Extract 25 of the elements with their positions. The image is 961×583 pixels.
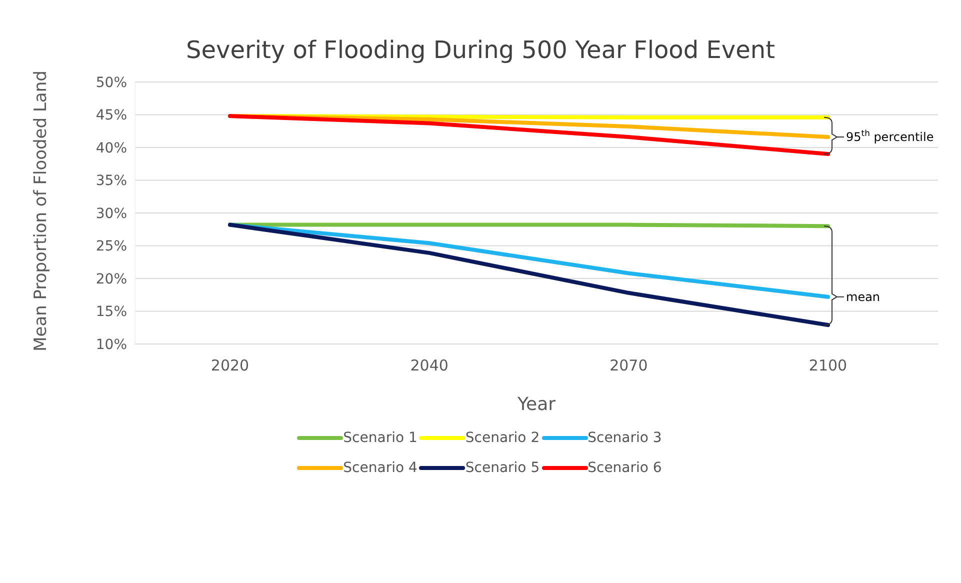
y-tick-label: 30% xyxy=(96,206,127,222)
y-tick-label: 45% xyxy=(96,108,127,124)
annotation: 95$^{th}$ percentile xyxy=(846,128,934,144)
y-tick-label: 40% xyxy=(96,140,127,156)
legend-label: Scenario 2 xyxy=(465,430,540,446)
y-tick-label: 35% xyxy=(96,173,127,190)
x-tick-label: 2070 xyxy=(610,356,648,375)
y-tick-label: 50% xyxy=(96,74,127,91)
legend-label: Scenario 5 xyxy=(465,460,540,476)
legend-label: Scenario 3 xyxy=(588,430,662,446)
line-series xyxy=(228,222,830,328)
x-axis-title: Year xyxy=(516,394,556,415)
y-axis-title: Mean Proportion of Flooded Land xyxy=(31,70,52,352)
y-tick-label: 15% xyxy=(96,304,127,320)
y-tick-label: 10% xyxy=(96,336,127,353)
legend-label: Scenario 4 xyxy=(343,460,418,476)
y-tick-label: 25% xyxy=(96,238,127,255)
y-tick-label: 20% xyxy=(96,271,127,288)
legend-label: Scenario 6 xyxy=(588,460,662,476)
x-tick-label: 2100 xyxy=(808,356,848,375)
annotation: mean xyxy=(846,290,880,304)
legend-label: Scenario 1 xyxy=(343,430,418,446)
x-tick-label: 2040 xyxy=(410,356,448,375)
chart-title: Severity of Flooding During 500 Year Flood Event xyxy=(185,35,776,66)
x-tick-label: 2020 xyxy=(210,356,250,375)
